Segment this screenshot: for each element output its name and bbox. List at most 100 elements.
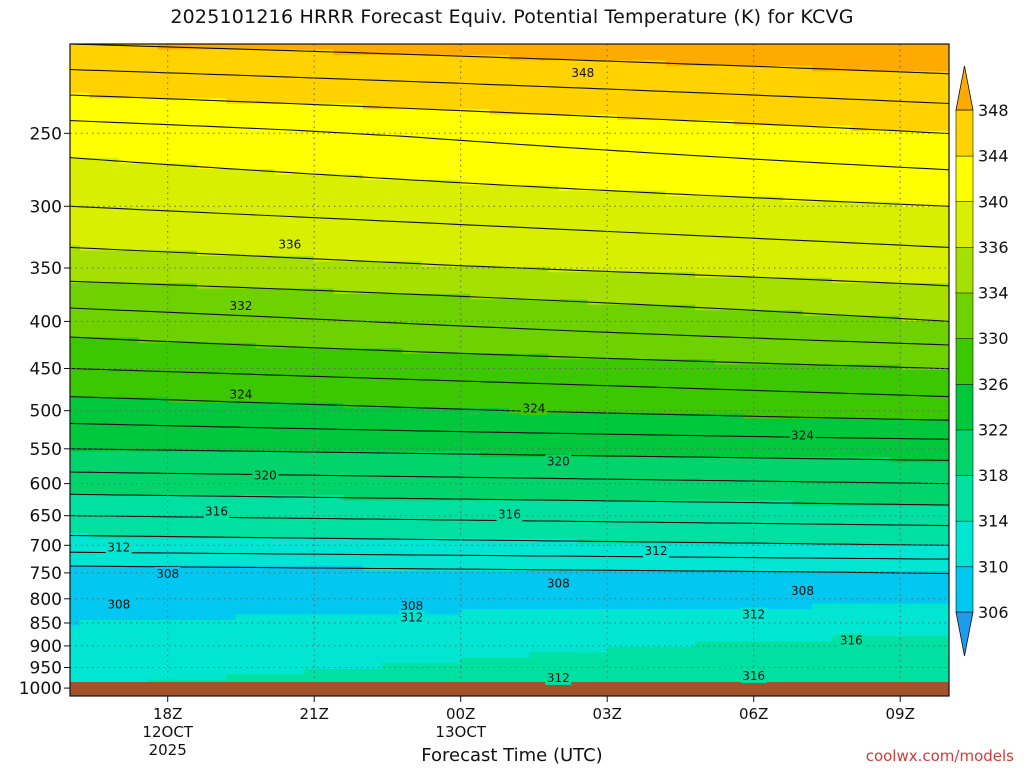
field-cell — [861, 163, 872, 170]
field-cell — [499, 234, 511, 241]
field-cell — [138, 103, 149, 110]
field-cell — [509, 65, 520, 72]
field-cell — [157, 179, 169, 186]
field-cell — [656, 87, 667, 94]
field-cell — [499, 304, 511, 311]
field-cell — [470, 337, 481, 344]
field-cell — [597, 255, 608, 262]
field-cell — [363, 92, 374, 99]
field-cell — [861, 92, 872, 99]
field-cell — [665, 201, 677, 208]
field-cell — [245, 201, 257, 208]
field-cell — [646, 130, 657, 137]
field-cell — [372, 190, 384, 197]
field-cell — [275, 103, 286, 110]
field-cell — [333, 342, 345, 349]
field-cell — [753, 65, 765, 72]
field-cell — [450, 321, 462, 328]
field-cell — [831, 190, 843, 197]
field-cell — [763, 130, 774, 137]
field-cell — [734, 190, 745, 197]
field-cell — [421, 207, 432, 214]
field-cell — [568, 114, 579, 121]
field-cell — [626, 245, 638, 252]
field-cell — [167, 185, 179, 192]
field-cell — [196, 207, 208, 214]
field-cell — [138, 272, 149, 279]
field-cell — [851, 315, 862, 322]
field-cell — [109, 207, 120, 214]
field-cell — [685, 223, 696, 230]
field-cell — [245, 331, 257, 338]
field-cell — [431, 92, 442, 99]
field-cell — [265, 114, 276, 121]
field-cell — [187, 60, 198, 67]
field-cell — [636, 245, 647, 252]
field-cell — [890, 120, 901, 127]
field-cell — [538, 82, 550, 89]
field-cell — [206, 266, 218, 273]
field-cell — [577, 293, 589, 300]
field-cell — [411, 87, 423, 94]
field-cell — [743, 87, 755, 94]
field-cell — [792, 326, 804, 333]
field-cell — [255, 71, 266, 78]
field-cell — [499, 342, 511, 349]
field-cell — [529, 266, 540, 273]
field-cell — [714, 87, 725, 94]
field-cell — [450, 331, 462, 338]
field-cell — [597, 272, 608, 279]
field-cell — [782, 92, 794, 99]
field-cell — [890, 152, 901, 159]
field-cell — [99, 190, 110, 197]
field-cell — [489, 272, 501, 279]
field-cell — [616, 158, 628, 165]
field-cell — [587, 234, 598, 241]
field-cell — [99, 234, 110, 241]
field-cell — [831, 207, 843, 214]
field-cell — [822, 125, 833, 132]
field-cell — [470, 245, 481, 252]
field-cell — [587, 261, 598, 268]
field-cell — [450, 283, 462, 290]
field-cell — [382, 239, 393, 246]
field-cell — [382, 71, 393, 78]
field-cell — [753, 217, 765, 224]
field-cell — [734, 87, 745, 94]
field-cell — [99, 321, 110, 328]
field-cell — [812, 109, 823, 116]
field-cell — [470, 321, 481, 328]
field-cell — [841, 201, 852, 208]
field-cell — [822, 207, 833, 214]
field-cell — [529, 103, 540, 110]
field-cell — [851, 120, 862, 127]
field-cell — [880, 130, 891, 137]
field-cell — [89, 223, 100, 230]
field-cell — [157, 125, 169, 132]
field-cell — [157, 185, 169, 192]
field-cell — [802, 179, 813, 186]
field-cell — [353, 239, 364, 246]
field-cell — [558, 201, 569, 208]
field-cell — [704, 54, 716, 61]
field-cell — [929, 76, 940, 83]
field-cell — [236, 266, 247, 273]
field-cell — [519, 234, 530, 241]
field-cell — [382, 168, 393, 175]
field-cell — [177, 82, 188, 89]
field-cell — [880, 228, 891, 235]
field-cell — [577, 245, 589, 252]
field-cell — [450, 136, 462, 143]
field-cell — [499, 185, 511, 192]
field-cell — [216, 141, 227, 148]
field-cell — [685, 82, 696, 89]
field-cell — [558, 87, 569, 94]
field-cell — [558, 326, 569, 333]
field-cell — [616, 49, 628, 56]
field-cell — [519, 109, 530, 116]
field-cell — [167, 49, 179, 56]
field-cell — [685, 234, 696, 241]
field-cell — [782, 174, 794, 181]
field-cell — [822, 315, 833, 322]
field-cell — [909, 54, 921, 61]
